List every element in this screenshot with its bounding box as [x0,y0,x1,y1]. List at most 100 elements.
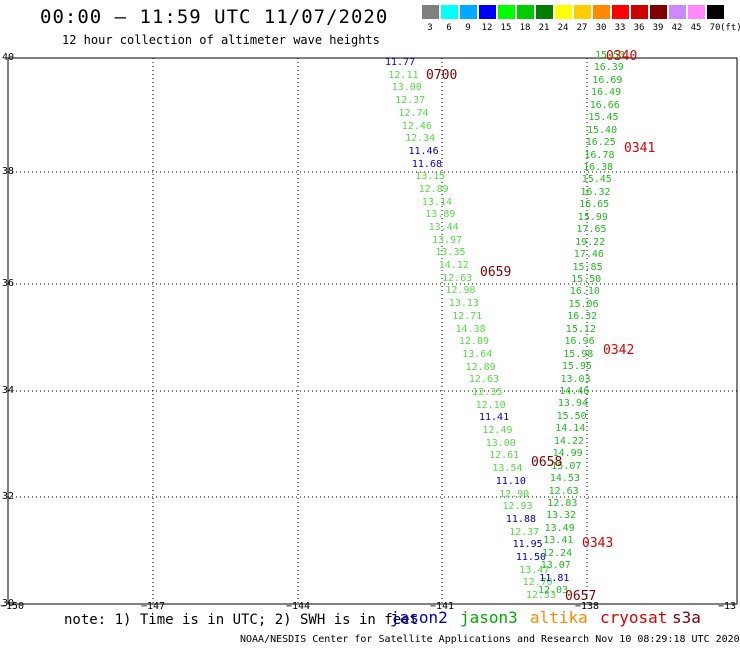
wave-height-value: 13.00 [391,82,422,94]
scale-label: 45 [690,23,702,33]
scale-swatch [688,5,705,19]
scale-label: 9 [465,23,471,33]
wave-height-value: 15.50 [556,410,587,422]
wave-height-value: 16.49 [591,87,622,99]
scale-label: 70 [709,23,721,33]
wave-height-value: 16.32 [580,186,611,198]
wave-height-value: 13.13 [448,298,479,310]
note-text: note: 1) Time is in UTC; 2) SWH is in fe… [64,612,419,628]
wave-height-value: 16.10 [569,286,600,298]
credit-line: NOAA/NESDIS Center for Satellite Applica… [240,634,740,645]
wave-height-value: 12.10 [475,399,506,411]
longitude-label: −144 [286,601,311,612]
wave-height-value: 13.07 [540,560,571,572]
wave-height-value: 15.06 [568,298,599,310]
scale-swatch [517,5,534,19]
scale-label: 21 [538,23,550,33]
latitude-label: 36 [2,278,15,289]
wave-height-value: 14.46 [559,385,590,397]
legend-altika: altika [530,608,588,627]
scale-swatch [574,5,591,19]
legend-s3a: s3a [672,608,701,627]
time-tag: 0658 [531,455,563,470]
latitude-label: 34 [2,385,15,396]
wave-height-value: 12.93 [502,501,533,513]
wave-height-value: 13.64 [462,348,493,360]
wave-height-value: 13.41 [543,535,574,547]
scale-label: 3 [427,23,433,33]
wave-height-value: 12.98 [445,285,476,297]
wave-height-value: 14.38 [455,323,486,335]
wave-height-value: 12.89 [458,336,489,348]
wave-height-value: 12.89 [465,361,496,373]
time-tag: 0340 [606,49,638,64]
wave-height-value: 14.14 [555,423,586,435]
scale-swatch [593,5,610,19]
wave-height-value: 11.50 [515,551,546,563]
wave-height-value: 16.78 [584,149,615,161]
wave-height-value: 12.34 [405,133,436,145]
legend-jason3: jason3 [460,608,518,627]
wave-height-value: 11.77 [385,57,416,68]
scale-swatch [555,5,572,19]
wave-height-value: 15.07 [551,460,582,472]
scale-swatch [441,5,458,19]
wave-height-value: 12.70 [522,577,553,589]
time-tag: 0341 [624,141,656,156]
wave-height-value: 12.89 [418,183,449,195]
map-subtitle: 12 hour collection of altimeter wave hei… [62,33,380,47]
wave-height-value: 12.37 [509,526,540,538]
wave-height-value: 12.63 [468,374,499,386]
wave-height-value: 12.71 [452,310,483,322]
scale-swatch [460,5,477,19]
scale-label: 6 [446,23,452,33]
wave-height-value: 12.90 [499,488,530,500]
wave-height-value: 14.12 [438,260,469,271]
time-tag: 0659 [480,265,512,280]
wave-height-value: 16.96 [564,336,595,348]
wave-height-value: 13.32 [546,510,577,522]
scale-label: 24 [557,23,569,33]
wave-height-value: 13.47 [519,564,550,576]
scale-swatch [612,5,629,19]
wave-height-value: 15.12 [565,323,596,335]
scale-unit: (ft) [720,23,740,33]
wave-height-value: 13.89 [425,209,456,221]
wave-height-value: 12.63 [548,485,579,497]
wave-height-value: 12.53 [526,590,557,601]
scale-label: 33 [614,23,626,33]
wave-height-value: 12.46 [401,120,432,132]
latitude-label: 40 [2,52,15,63]
time-tag: 0700 [426,68,458,83]
wave-height-value: 12.11 [388,69,419,81]
wave-height-value: 12.37 [395,95,426,107]
wave-height-value: 15.40 [587,124,618,136]
grid-lines [8,58,737,604]
wave-height-value: 12.49 [482,425,513,436]
wave-height-value: 15.45 [581,174,612,186]
legend-jason2: jason2 [390,608,448,627]
wave-height-value: 12.61 [489,450,520,462]
plot-frame [7,57,738,605]
time-tag: 0343 [582,536,614,551]
scale-label: 30 [595,23,607,33]
scale-label: 39 [652,23,664,33]
longitude-label: −141 [430,601,455,612]
wave-height-value: 16.66 [589,99,620,111]
wave-height-value: 15.99 [577,211,608,223]
scale-swatch [479,5,496,19]
wave-height-value: 13.14 [421,196,452,208]
scale-label: 15 [500,23,512,33]
scale-swatch [707,5,724,19]
time-tag: 0657 [565,589,597,604]
scale-label: 27 [576,23,588,33]
wave-height-value: 17.46 [573,249,604,261]
time-tag: 0342 [603,343,635,358]
wave-height-value: 13.35 [435,247,466,259]
scale-label: 42 [671,23,683,33]
wave-height-value: 11.68 [411,158,442,170]
scale-swatch [422,5,439,19]
scale-swatch [650,5,667,19]
scale-swatch [498,5,515,19]
